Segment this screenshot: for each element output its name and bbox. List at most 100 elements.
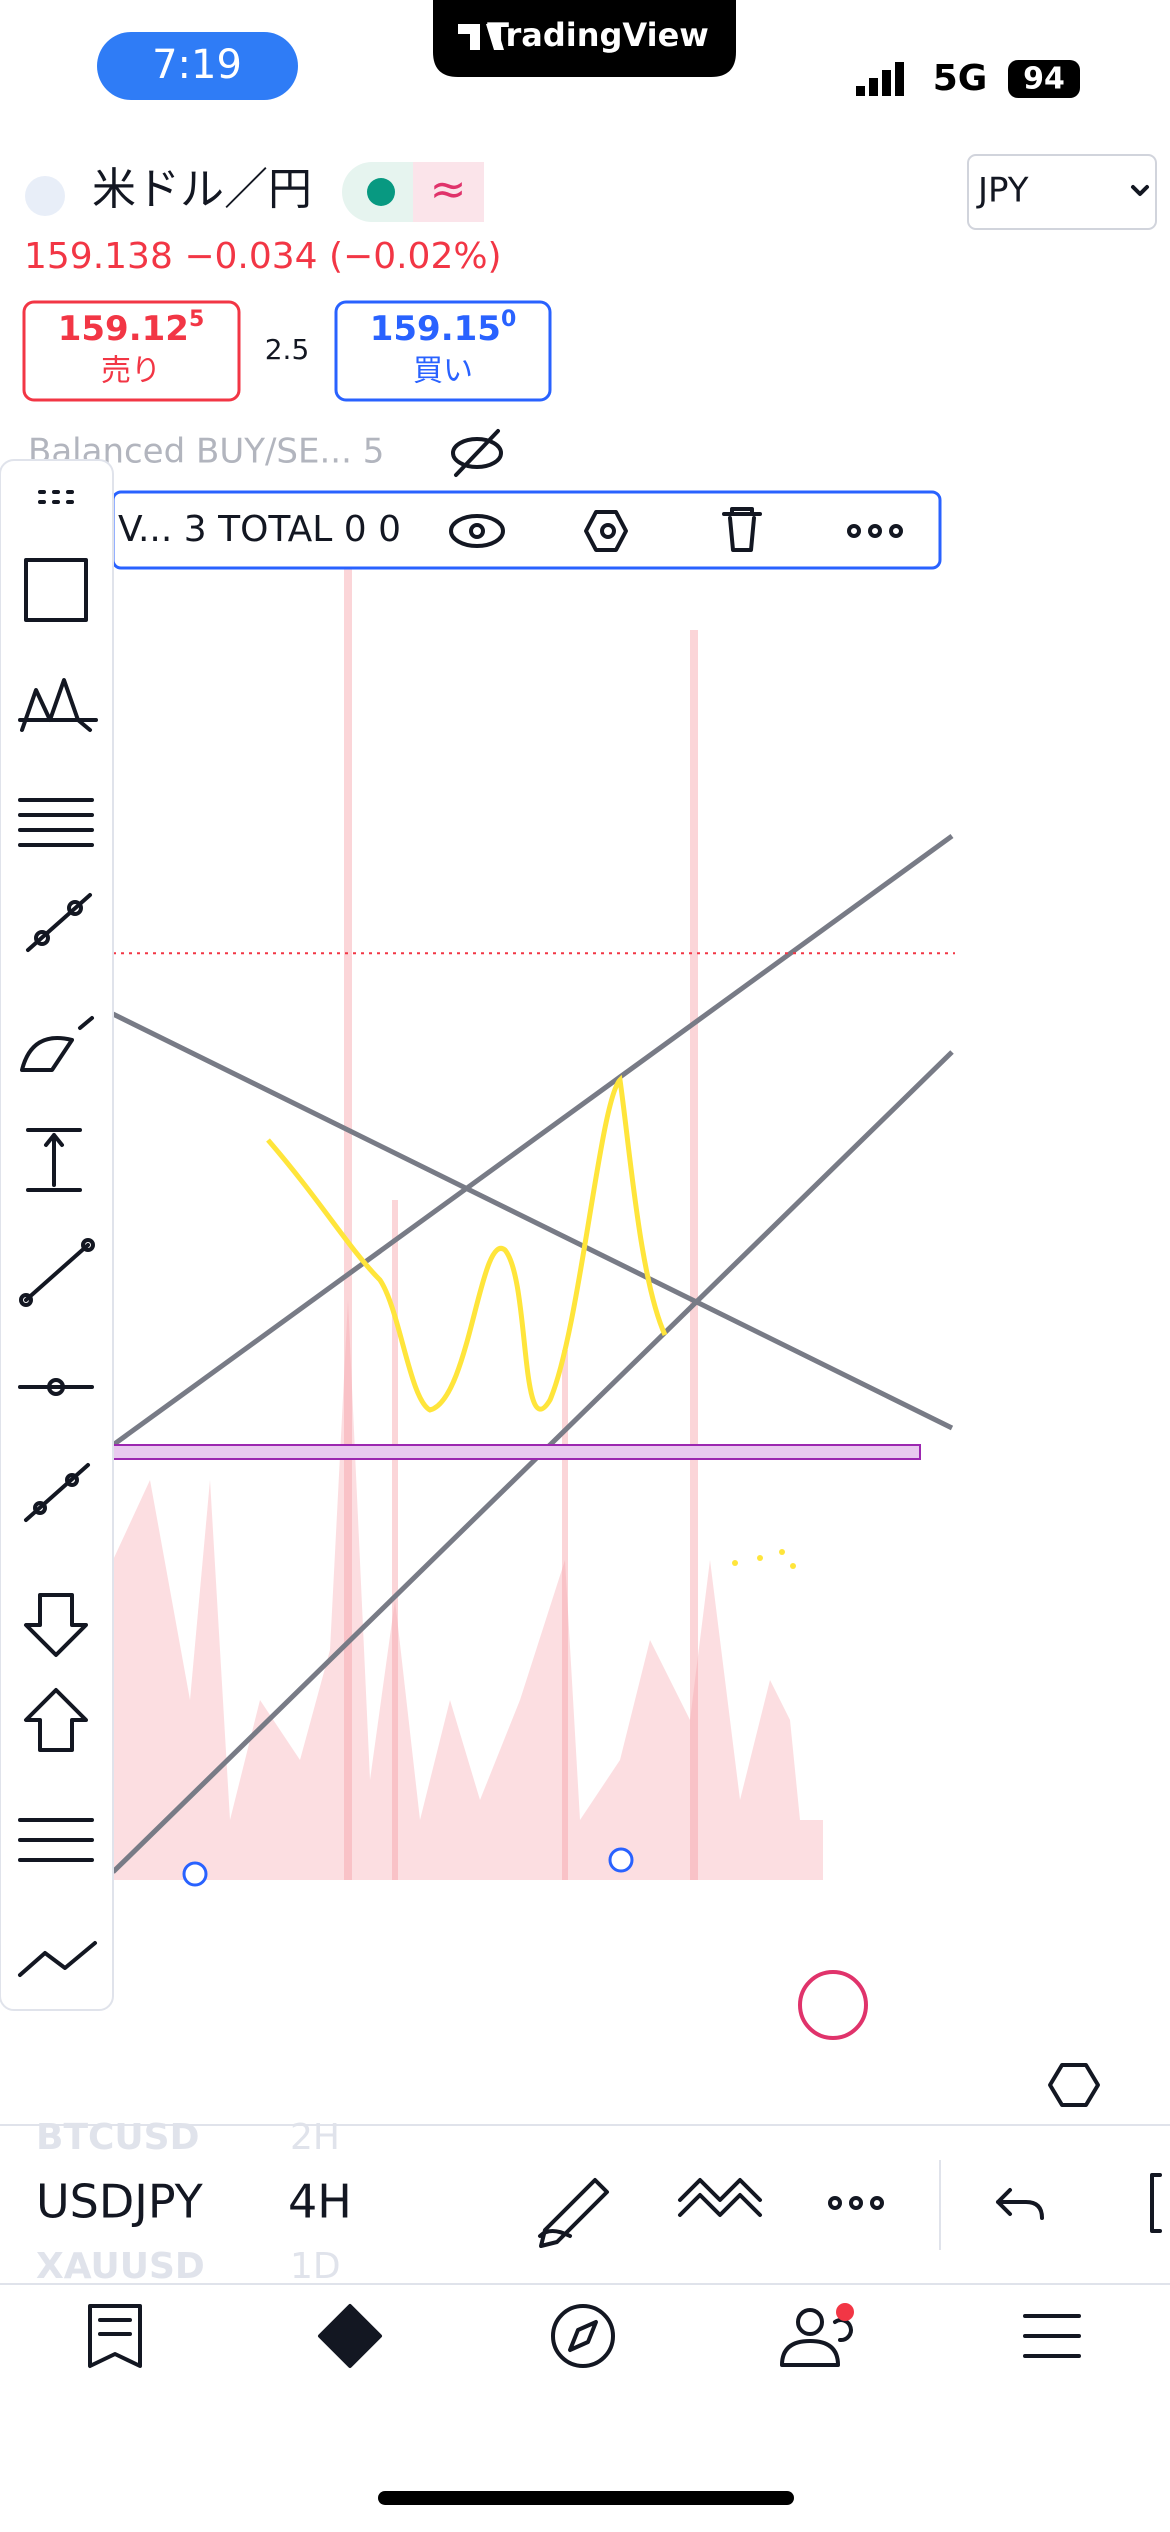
icon-part [882,70,891,96]
battery-level: 94 [1023,62,1065,97]
buy-price: 159.150 [370,307,517,349]
settings-icon[interactable] [1048,2063,1100,2107]
icon-part [779,1549,785,1555]
icon-part [1023,2314,1081,2358]
news-badge[interactable] [798,1970,868,2040]
currency: JPY [976,171,1029,211]
wave-icon: ≈ [430,164,467,215]
sell-sup: 5 [189,307,204,332]
icon-part [47,1378,65,1396]
icon-part [757,1555,763,1561]
icon-part [65,1473,79,1487]
sell-label: 売り [101,354,161,389]
icon-part [600,523,616,539]
icon-part [849,2196,863,2210]
volume-spikes [344,520,698,1880]
symbol-name[interactable]: 米ドル／円 [92,164,312,215]
notification-dot [836,2303,854,2321]
buy-label: 買い [413,354,473,389]
icon-part [790,1563,796,1569]
next-symbol[interactable]: XAUUSD [36,2246,205,2287]
sell-main: 159.12 [58,309,189,349]
prev-symbol[interactable]: BTCUSD [36,2117,199,2158]
icon-part [67,900,83,916]
next-interval[interactable]: 1D [290,2246,341,2287]
wave-bg [413,162,484,222]
price-change: 159.138 −0.034 (−0.02%) [24,236,502,277]
icon-part [469,523,485,539]
icon-part [870,2196,884,2210]
sell-button[interactable] [22,300,241,402]
battery [1008,60,1080,98]
interval[interactable]: 4H [288,2175,352,2229]
icon-part [889,524,903,538]
icon-part [551,2304,615,2368]
icon-part [562,1350,568,1880]
icon-part [18,798,94,847]
home-indicator [378,2491,794,2505]
volume-area [113,1300,823,1880]
drawing-dots [732,1549,796,1569]
icon-part [19,1293,33,1307]
icon-part [344,520,352,1880]
icon-part [856,86,865,96]
sell-price: 159.125 [58,307,205,349]
indicator-actions[interactable] [449,507,903,552]
icon-part [18,1818,94,1862]
icon-part [33,1501,47,1515]
icon-part [454,429,500,477]
icon-part [20,1016,94,1072]
icon-part [24,1688,88,1752]
icon-part [38,490,74,504]
icon-part [24,558,88,622]
icon-part [449,514,505,548]
time-pill [97,32,298,100]
icon-part [678,2178,762,2217]
icon-part [81,1238,95,1252]
event-marker[interactable] [608,1847,634,1873]
app-pill [433,0,736,77]
icon-part [869,78,878,96]
drawing-curve[interactable] [266,1074,668,1413]
icon-part [722,507,762,552]
spread: 2.5 [265,333,310,366]
market-open-dot [367,178,395,206]
icon-part [451,437,503,469]
event-marker[interactable] [182,1861,208,1887]
icon-part [24,1243,90,1302]
icon-part [24,1593,88,1657]
zone-box[interactable] [112,1444,921,1460]
network: 5G [933,58,988,99]
app-name: TradingView [487,16,709,54]
icon-part [318,2304,382,2368]
symbol-bar-actions[interactable] [538,2173,1162,2248]
currency-select[interactable] [967,154,1157,230]
hide-icon[interactable] [451,429,503,477]
buy-sup: 0 [501,307,516,332]
nav-icons[interactable] [88,2304,1081,2368]
flag-icon [25,176,65,216]
icon-part [111,1011,954,1431]
icon-part [34,930,50,946]
drawing-tools[interactable] [18,490,98,1977]
icon-part [780,2318,853,2367]
icon-part [18,678,98,732]
icon-part [392,1200,398,1880]
icon-part [26,1128,82,1192]
icon-part [732,1560,738,1566]
icon-part [568,2320,598,2352]
icon-part [111,1050,954,1874]
icon-part [111,833,954,1448]
buy-button[interactable] [334,300,552,402]
prev-interval[interactable]: 2H [290,2117,340,2158]
indicator-2[interactable]: V... 3 TOTAL 0 0 [118,509,401,550]
icon-part [1150,2173,1162,2233]
icon-part [796,2308,824,2336]
icon-part [828,2196,842,2210]
symbol[interactable]: USDJPY [36,2175,204,2229]
icon-part [538,2178,609,2248]
icon-part [690,630,698,1880]
app-logo [458,24,504,50]
